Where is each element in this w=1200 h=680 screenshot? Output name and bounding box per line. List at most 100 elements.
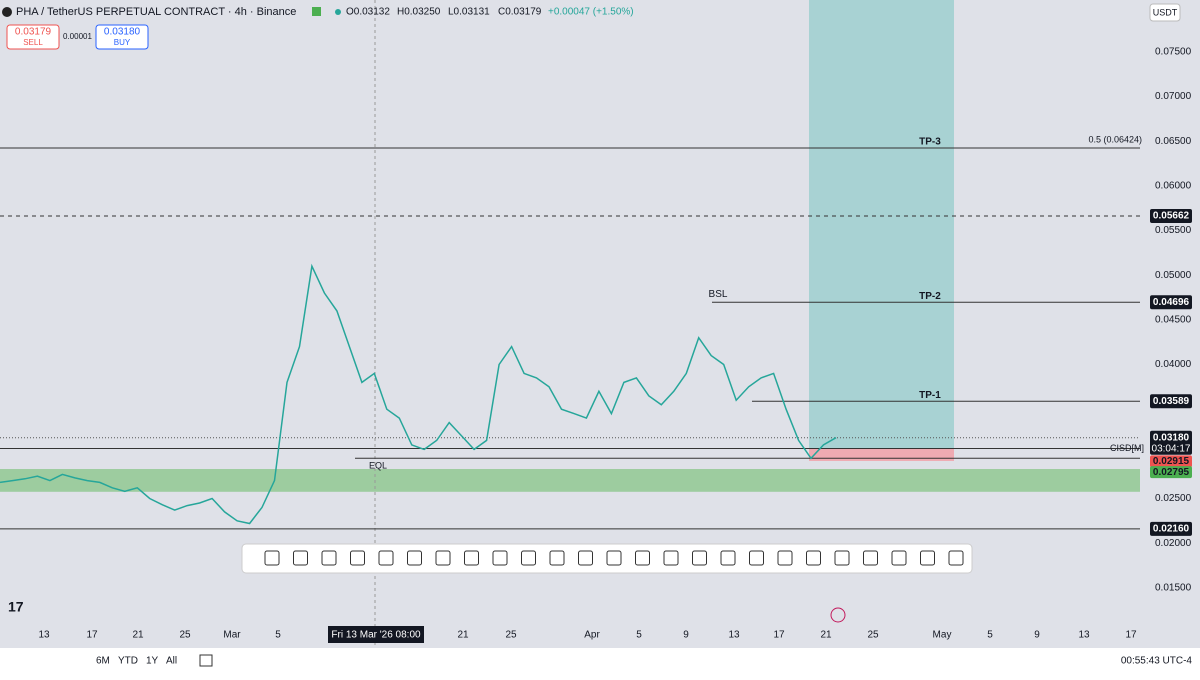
- tool-icon[interactable]: [920, 550, 935, 566]
- currency-button[interactable]: [1149, 3, 1181, 22]
- price-tag-bg: [1150, 394, 1192, 409]
- level-note: TP-1: [919, 390, 941, 401]
- tool-icon[interactable]: [749, 550, 764, 566]
- tool-icon[interactable]: [350, 550, 365, 566]
- y-tick-label: 0.01500: [1155, 582, 1192, 593]
- y-tick-label: 0.05500: [1155, 225, 1192, 236]
- price-tag-bg: [1150, 455, 1192, 468]
- tool-icon[interactable]: [606, 550, 622, 566]
- tool-icon[interactable]: [293, 550, 308, 566]
- level-label: CISD[M]: [1110, 443, 1144, 453]
- tool-icon[interactable]: [578, 550, 593, 566]
- tool-icon[interactable]: [777, 550, 793, 566]
- range-button[interactable]: All: [166, 656, 177, 667]
- x-tick-label: 13: [728, 630, 740, 641]
- x-tick-label: 5: [636, 630, 642, 641]
- tool-icon[interactable]: [663, 550, 679, 566]
- range-button[interactable]: 6M: [96, 656, 110, 667]
- x-tick-label: 9: [1034, 630, 1040, 641]
- ohlc-close: C0.03179: [498, 7, 542, 18]
- price-tag-bg: [1150, 466, 1192, 479]
- tool-icon[interactable]: [635, 550, 650, 566]
- x-tick-label: Apr: [584, 630, 600, 641]
- price-tag: 0.03180: [1153, 432, 1190, 443]
- x-tick-label: 9: [683, 630, 689, 641]
- event-icon: [830, 607, 846, 623]
- x-tick-label: 21: [820, 630, 832, 641]
- symbol: PHA / TetherUS PERPETUAL CONTRACT · 4h ·…: [16, 6, 296, 18]
- buy-price: 0.03180: [104, 27, 141, 38]
- range-button[interactable]: YTD: [118, 656, 138, 667]
- tv-logo: 17: [8, 599, 24, 615]
- level-note: TP-3: [919, 137, 941, 148]
- tool-icon[interactable]: [407, 550, 422, 566]
- x-tick-label: 17: [1125, 630, 1137, 641]
- x-tick-label: 13: [1078, 630, 1090, 641]
- tool-icon[interactable]: [264, 550, 280, 566]
- sell-price: 0.03179: [15, 27, 52, 38]
- background: [0, 0, 1200, 648]
- range-button[interactable]: 1Y: [146, 656, 159, 667]
- x-tick-label: May: [933, 630, 952, 641]
- x-tick-label: Mar: [223, 630, 241, 641]
- demand-zone: [0, 469, 1140, 492]
- sell-button[interactable]: [6, 24, 60, 50]
- currency: USDT: [1153, 7, 1178, 17]
- tool-icon[interactable]: [435, 550, 451, 566]
- price-tag: 0.04696: [1153, 297, 1190, 308]
- ohlc-open: O0.03132: [346, 7, 390, 18]
- clock: 00:55:43 UTC-4: [1121, 656, 1193, 667]
- y-tick-label: 0.06500: [1155, 136, 1192, 147]
- price-tag: 0.03589: [1153, 396, 1190, 407]
- price-tag: 0.02915: [1153, 456, 1190, 467]
- level-note: TP-2: [919, 291, 941, 302]
- y-tick-label: 0.05000: [1155, 270, 1192, 281]
- y-tick-label: 0.02000: [1155, 538, 1192, 549]
- tool-icon[interactable]: [378, 550, 394, 566]
- tool-icon[interactable]: [806, 550, 821, 566]
- spread: 0.00001: [63, 32, 92, 41]
- price-tag: 0.02160: [1153, 524, 1190, 535]
- price-line: [0, 263, 837, 525]
- drawing-toolbar: [241, 543, 973, 574]
- tool-icon[interactable]: [891, 550, 907, 566]
- tool-icon[interactable]: [492, 550, 508, 566]
- buy-label: BUY: [114, 38, 131, 47]
- ohlc-high: H0.03250: [397, 7, 441, 18]
- tool-icon[interactable]: [720, 550, 736, 566]
- buy-button[interactable]: [95, 24, 149, 50]
- flag: [312, 7, 321, 16]
- level-label: 0.5 (0.06424): [1088, 134, 1142, 144]
- tool-icon[interactable]: [521, 550, 536, 566]
- tool-icon[interactable]: [834, 550, 850, 566]
- calendar-icon[interactable]: [199, 654, 213, 667]
- price-tag-bg: [1150, 295, 1192, 310]
- x-tick-label: 25: [867, 630, 879, 641]
- price-tag-bg: [1150, 430, 1192, 455]
- y-tick-label: 0.07000: [1155, 91, 1192, 102]
- countdown: 03:04:17: [1152, 443, 1191, 454]
- logo: [2, 7, 12, 17]
- level-tag: BSL: [709, 289, 728, 300]
- x-tick-label: 21: [132, 630, 144, 641]
- status: [335, 9, 341, 15]
- crosshair-label: Fri 13 Mar '26 08:00: [331, 630, 421, 641]
- tool-icon[interactable]: [692, 550, 707, 566]
- price-tag: 0.02795: [1153, 467, 1190, 478]
- tool-icon[interactable]: [948, 550, 964, 566]
- tool-icon[interactable]: [464, 550, 479, 566]
- stop-zone: [809, 448, 954, 461]
- tool-icon[interactable]: [549, 550, 565, 566]
- price-tag: 0.05662: [1153, 211, 1190, 222]
- tool-icon[interactable]: [863, 550, 878, 566]
- x-tick-label: 5: [987, 630, 993, 641]
- tool-icon[interactable]: [321, 550, 337, 566]
- x-tick-label: 21: [457, 630, 469, 641]
- ohlc-low: L0.03131: [448, 7, 490, 18]
- y-tick-label: 0.06000: [1155, 180, 1192, 191]
- y-tick-label: 0.04500: [1155, 314, 1192, 325]
- x-tick-label: 25: [505, 630, 517, 641]
- price-tag-bg: [1150, 209, 1192, 224]
